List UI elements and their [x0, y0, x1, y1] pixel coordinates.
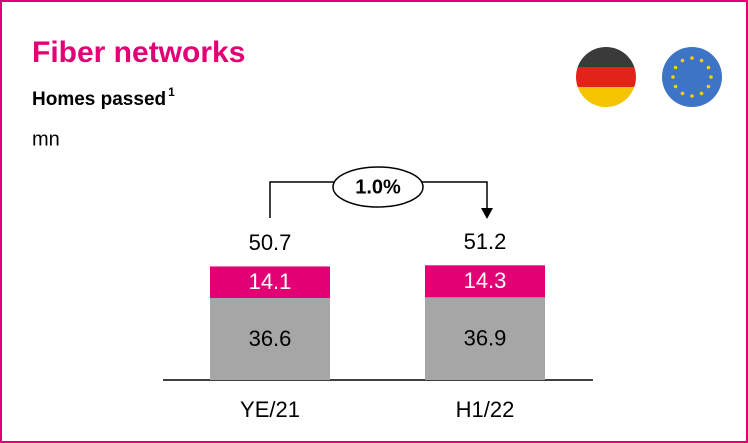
data-label: 14.1 — [249, 269, 292, 294]
data-label: 36.9 — [464, 325, 507, 350]
data-label: 36.6 — [249, 326, 292, 351]
eu-flag — [662, 47, 722, 107]
arrow-head — [481, 208, 493, 219]
total-label: 50.7 — [249, 230, 292, 255]
data-label: 14.3 — [464, 268, 507, 293]
x-tick-label: H1/22 — [456, 397, 515, 422]
bar-segment — [210, 266, 330, 299]
x-tick-label: YE/21 — [240, 397, 300, 422]
bar-segment — [425, 297, 545, 380]
footnote-mark: 1 — [168, 85, 175, 99]
chart-title: Fiber networks — [32, 36, 245, 69]
bar-segment — [210, 298, 330, 380]
total-label: 51.2 — [464, 229, 507, 254]
annotation-bubble — [332, 166, 424, 208]
bar-segment — [425, 265, 545, 298]
subtitle: Homes passed — [32, 89, 166, 110]
germany-flag — [576, 47, 636, 107]
unit-label: mn — [32, 128, 60, 150]
annotation: 1.0% — [355, 176, 401, 198]
